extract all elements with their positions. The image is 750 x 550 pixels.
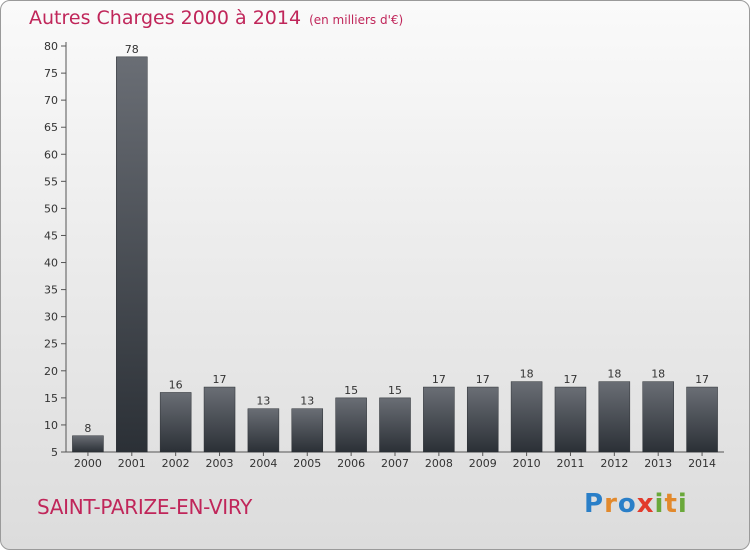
bar <box>510 381 543 453</box>
bar <box>247 408 280 453</box>
y-tick-label: 15 <box>44 392 58 405</box>
logo-letter: t <box>664 489 678 519</box>
y-tick-label: 75 <box>44 67 58 80</box>
city-name: SAINT-PARIZE-EN-VIRY <box>37 495 253 519</box>
y-tick-label: 55 <box>44 175 58 188</box>
y-tick-label: 20 <box>44 365 58 378</box>
bar-value-label: 13 <box>300 395 314 408</box>
bar <box>291 408 324 453</box>
logo-letter: P <box>584 489 605 519</box>
logo-letter: i <box>677 489 688 519</box>
x-tick-label: 2009 <box>469 457 497 470</box>
y-tick-label: 5 <box>51 446 58 459</box>
bar-value-label: 16 <box>169 378 183 391</box>
bar-value-label: 15 <box>344 384 358 397</box>
bar <box>379 397 411 453</box>
y-tick-label: 30 <box>44 311 58 324</box>
bar <box>598 381 631 453</box>
bar-value-label: 13 <box>256 395 270 408</box>
bar-value-label: 78 <box>125 43 139 56</box>
x-tick-label: 2001 <box>118 457 146 470</box>
y-tick-label: 40 <box>44 257 58 270</box>
bar-value-label: 17 <box>695 373 709 386</box>
logo-letter: i <box>654 489 665 519</box>
y-tick-label: 10 <box>44 419 58 432</box>
y-tick-label: 65 <box>44 121 58 134</box>
bar-value-label: 17 <box>476 373 490 386</box>
x-tick-label: 2003 <box>206 457 234 470</box>
title-text: Autres Charges 2000 à 2014 <box>29 7 302 29</box>
bar-value-label: 17 <box>432 373 446 386</box>
x-tick-label: 2010 <box>513 457 541 470</box>
x-tick-label: 2005 <box>293 457 321 470</box>
bar <box>686 386 718 453</box>
logo-letter: x <box>636 489 655 519</box>
bar <box>423 386 455 453</box>
y-tick-label: 60 <box>44 148 58 161</box>
y-tick-label: 80 <box>44 40 58 53</box>
logo-letter: r <box>604 489 618 519</box>
bar-value-label: 17 <box>213 373 227 386</box>
bar-value-label: 18 <box>607 368 621 381</box>
x-tick-label: 2013 <box>644 457 672 470</box>
x-tick-label: 2007 <box>381 457 409 470</box>
x-tick-label: 2006 <box>337 457 365 470</box>
y-tick-label: 25 <box>44 338 58 351</box>
x-tick-label: 2012 <box>600 457 628 470</box>
x-tick-label: 2014 <box>688 457 716 470</box>
bar-value-label: 18 <box>651 368 665 381</box>
x-tick-label: 2011 <box>556 457 584 470</box>
x-tick-label: 2004 <box>249 457 277 470</box>
bar-value-label: 15 <box>388 384 402 397</box>
y-tick-label: 35 <box>44 284 58 297</box>
y-tick-label: 70 <box>44 94 58 107</box>
logo-letter: o <box>617 489 637 519</box>
bar <box>116 56 148 453</box>
bar <box>554 386 587 453</box>
bar <box>642 381 674 453</box>
chart-title: Autres Charges 2000 à 2014 (en milliers d… <box>29 7 403 29</box>
bar <box>335 397 367 453</box>
bar <box>466 386 499 453</box>
x-tick-label: 2002 <box>162 457 190 470</box>
bar <box>72 435 104 453</box>
bar-value-label: 8 <box>84 422 91 435</box>
y-tick-label: 50 <box>44 202 58 215</box>
x-tick-label: 2008 <box>425 457 453 470</box>
bar-value-label: 18 <box>520 368 534 381</box>
bar <box>203 386 236 453</box>
bar <box>159 392 192 453</box>
unit-note: (en milliers d'€) <box>309 13 404 27</box>
y-tick-label: 45 <box>44 229 58 242</box>
proxiti-logo: Proxiti <box>584 489 688 519</box>
bar-value-label: 17 <box>563 373 577 386</box>
x-tick-label: 2000 <box>74 457 102 470</box>
